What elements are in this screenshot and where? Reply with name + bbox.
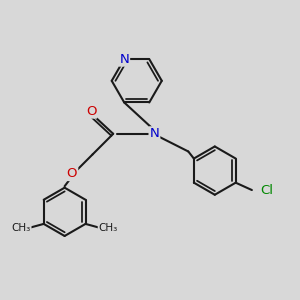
Text: Cl: Cl (261, 184, 274, 196)
Text: O: O (86, 105, 96, 118)
Text: N: N (119, 52, 129, 66)
Text: O: O (67, 167, 77, 180)
Text: N: N (149, 127, 159, 140)
Text: CH₃: CH₃ (11, 223, 31, 233)
Text: CH₃: CH₃ (99, 223, 118, 233)
